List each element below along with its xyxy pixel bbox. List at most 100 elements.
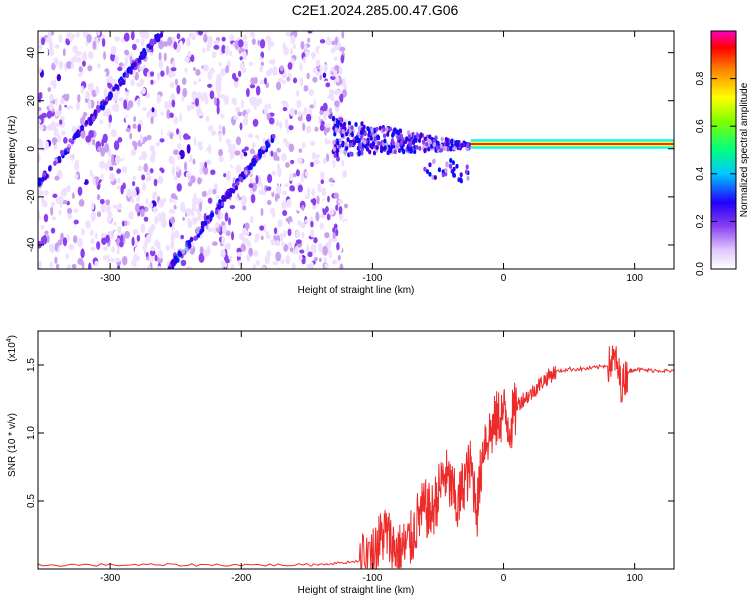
spectral-cell <box>44 230 49 235</box>
spectral-cell <box>154 254 158 262</box>
spectral-cell <box>40 186 47 192</box>
spectral-cell <box>197 31 204 36</box>
x-tick-label: -300 <box>100 273 120 284</box>
spectral-cell <box>99 198 105 205</box>
spectral-cell <box>293 44 297 49</box>
spectral-cell <box>320 120 325 127</box>
spectral-cell <box>199 229 203 235</box>
spectral-cell <box>162 198 167 203</box>
spectral-cell <box>439 147 444 153</box>
spectral-cell <box>164 101 169 110</box>
spectral-cell <box>75 32 80 38</box>
spectral-cell <box>264 255 271 265</box>
spectral-cell <box>157 212 162 219</box>
spectral-cell <box>308 201 313 208</box>
spectral-cell <box>222 225 227 234</box>
spectral-cell <box>333 223 338 230</box>
spectral-cell <box>80 175 86 184</box>
spectral-cell <box>363 139 367 145</box>
spectral-cell <box>311 152 316 160</box>
spectral-cell <box>313 159 320 165</box>
spectral-cell <box>47 57 53 65</box>
spectral-cell <box>45 36 52 44</box>
spectral-cell <box>305 170 309 177</box>
spectral-cell <box>294 248 299 253</box>
spectral-cell <box>43 190 49 196</box>
spectral-cell <box>270 238 276 246</box>
spectral-cell <box>237 259 243 267</box>
spectral-cell <box>176 128 180 135</box>
spectral-cell <box>319 222 324 230</box>
spectral-cell <box>198 143 203 151</box>
spectral-cell <box>173 175 178 181</box>
x-tick-label: 100 <box>626 573 643 584</box>
spectral-cell <box>223 145 229 152</box>
spectral-cell <box>460 143 464 148</box>
spectral-cell <box>257 39 261 46</box>
spectral-cell <box>401 148 405 154</box>
spectral-cell <box>428 139 432 145</box>
spectral-cell <box>73 219 79 225</box>
spectral-cell <box>157 249 163 259</box>
spectral-cell <box>252 118 259 127</box>
spectral-cell <box>78 72 82 78</box>
spectral-cell <box>350 151 354 157</box>
snr-series-layer <box>38 345 674 569</box>
spectral-cell <box>170 67 177 72</box>
spectral-cell <box>451 160 455 166</box>
spectral-cell <box>181 77 187 85</box>
spectral-cell <box>182 87 188 98</box>
spectral-cell <box>109 172 115 182</box>
spectral-cell <box>186 135 191 140</box>
spectral-cell <box>300 221 306 229</box>
spectral-cell <box>234 185 239 191</box>
spectral-cell <box>307 187 311 197</box>
spectral-cell <box>338 206 343 215</box>
spectral-cell <box>425 169 430 174</box>
spectral-cell <box>271 170 277 176</box>
spectral-cell <box>150 223 156 231</box>
spectral-cell <box>90 212 97 221</box>
spectral-cell <box>157 256 163 264</box>
spectral-cell <box>137 123 142 133</box>
spectral-cell <box>255 260 260 266</box>
spectral-cell <box>225 65 230 74</box>
spectral-cell <box>58 34 63 43</box>
y-tick-label: 0.5 <box>26 494 37 508</box>
spectral-cell <box>149 249 156 257</box>
spectral-cell <box>419 132 423 138</box>
spectral-cell <box>231 231 235 241</box>
spectral-cell <box>281 100 287 106</box>
spectral-cell <box>197 177 202 185</box>
spectral-cell <box>251 142 256 149</box>
spectral-cell <box>180 202 186 212</box>
spectral-cell <box>249 215 254 224</box>
spectral-cell <box>303 85 309 92</box>
spectral-cell <box>211 241 218 246</box>
spectral-cell <box>43 213 49 223</box>
spectral-cell <box>378 125 382 131</box>
spectral-cell <box>449 158 453 163</box>
spectral-cell <box>114 165 118 171</box>
spectral-cell <box>78 66 83 73</box>
spectral-cell <box>206 45 211 52</box>
spectral-cell <box>209 90 215 100</box>
spectral-cell <box>466 176 470 181</box>
spectral-cell <box>321 187 327 197</box>
spectral-cell <box>181 96 185 102</box>
spectral-cell <box>142 182 146 192</box>
colorbar: 0.0 0.2 0.4 0.6 0.8 Normalized spectral ampl… <box>695 30 750 276</box>
spectral-cell <box>360 127 365 132</box>
y-tick-label: 0 <box>26 146 37 152</box>
spectral-cell <box>126 80 131 91</box>
spectral-cell <box>62 237 68 247</box>
spectral-cell <box>220 113 224 119</box>
spectral-cell <box>216 204 221 210</box>
spectral-cell <box>423 148 427 154</box>
spectral-cell <box>360 121 364 127</box>
spectral-cell <box>223 95 229 103</box>
snr-x-axis-label: Height of straight line (km) <box>298 585 415 596</box>
spectral-cell <box>289 107 295 117</box>
spectral-cell <box>120 141 124 150</box>
spectral-cell <box>341 89 347 98</box>
